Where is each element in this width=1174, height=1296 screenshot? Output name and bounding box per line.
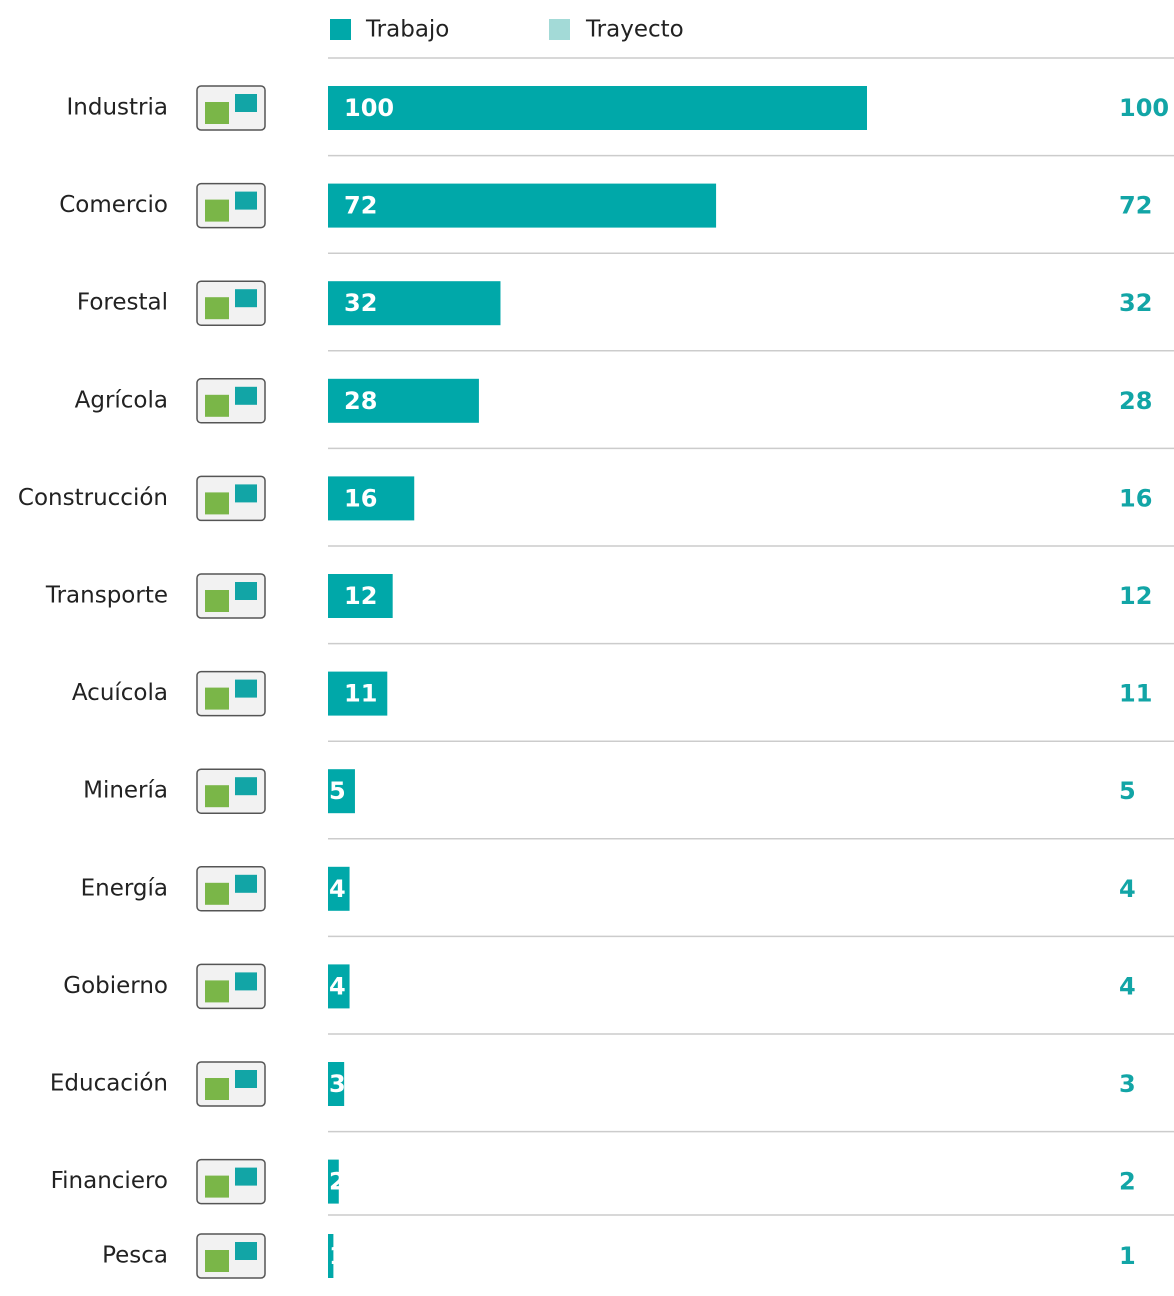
icon-accent [205,1250,229,1272]
value-label: 1 [329,1242,346,1270]
total-label: 12 [1119,582,1152,610]
icon-accent [235,386,257,405]
value-label: 72 [344,192,377,220]
bar [328,1159,339,1204]
category-label: Industria [67,95,168,121]
icon [196,670,266,717]
value-label: 32 [344,289,377,317]
bar [328,1062,345,1106]
bar [328,671,388,716]
bar [328,378,479,423]
icon [196,182,266,229]
total-label: 3 [1119,1070,1136,1098]
bar [328,86,867,130]
category-label: Gobierno [63,973,168,999]
legend-swatch [330,19,351,40]
icon [196,963,266,1010]
icon-accent [235,679,257,698]
value-label: 28 [344,387,377,415]
total-label: 16 [1119,484,1152,512]
icon-accent [205,102,229,124]
icon-accent [205,590,229,612]
icon-accent [205,1175,229,1198]
total-label: 4 [1119,875,1136,903]
icon [196,378,266,424]
total-label: 11 [1119,680,1152,708]
value-label: 100 [344,94,394,122]
icon-accent [235,582,257,600]
icon-accent [205,980,229,1003]
icon-accent [235,191,257,210]
icon [196,573,266,619]
value-label: 12 [344,582,377,610]
category-label: Pesca [102,1243,168,1269]
category-label: Educación [50,1071,168,1097]
icon-accent [235,1070,257,1088]
value-label: 16 [344,484,377,512]
icon-accent [235,777,257,796]
legend: Trabajo Trayecto [330,17,684,43]
category-label: Energía [81,875,168,901]
category-label: Construcción [18,485,168,511]
bar [328,476,415,521]
value-label: 5 [329,777,346,805]
value-label: 2 [329,1168,346,1196]
bar [328,574,393,618]
category-label: Financiero [51,1168,168,1194]
icon-accent [235,1242,257,1260]
legend-label: Trabajo [365,17,449,43]
bar [328,769,355,814]
icon-accent [205,492,229,515]
legend-label: Trayecto [585,17,684,43]
bar [328,964,350,1009]
icon-accent [235,972,257,991]
value-label: 3 [329,1070,346,1098]
total-label: 28 [1119,387,1152,415]
legend-swatch [549,19,570,40]
total-label: 100 [1119,94,1169,122]
total-label: 5 [1119,777,1136,805]
icon [196,1233,266,1279]
bar [328,866,350,911]
value-label: 11 [344,680,377,708]
icon [196,475,266,522]
total-label: 2 [1119,1168,1136,1196]
icon [196,1158,266,1205]
total-label: 32 [1119,289,1152,317]
category-label: Comercio [59,192,168,218]
category-label: Transporte [45,583,168,609]
value-label: 4 [329,875,346,903]
value-label: 4 [329,972,346,1000]
icon-accent [235,94,257,112]
bar [328,281,501,326]
bar [328,1234,334,1278]
bar [328,183,717,228]
icon-accent [235,289,257,308]
category-label: Agrícola [75,387,168,413]
icon-accent [205,394,229,417]
category-label: Forestal [77,290,168,316]
total-label: 4 [1119,972,1136,1000]
icon-accent [205,882,229,905]
total-label: 72 [1119,192,1152,220]
icon [196,1061,266,1107]
icon-accent [235,874,257,893]
icon-accent [205,297,229,320]
icon-accent [205,687,229,710]
icon-accent [205,199,229,222]
icon [196,866,266,912]
icon-accent [205,785,229,808]
icon [196,768,266,814]
total-label: 1 [1119,1242,1136,1270]
icon [196,85,266,131]
category-label: Acuícola [72,680,168,706]
icon-accent [235,1167,257,1186]
icon-accent [235,484,257,503]
category-label: Minería [83,778,168,804]
icon-accent [205,1078,229,1100]
icon [196,280,266,326]
